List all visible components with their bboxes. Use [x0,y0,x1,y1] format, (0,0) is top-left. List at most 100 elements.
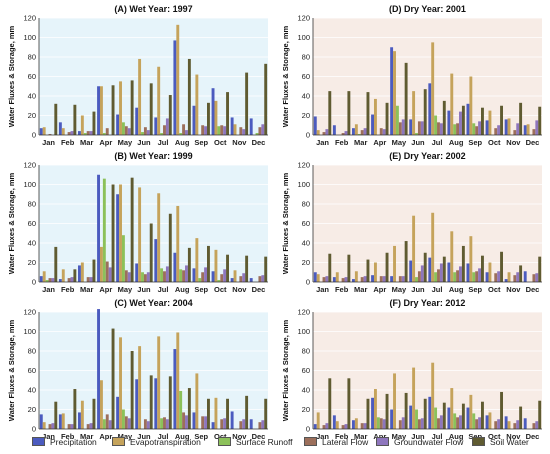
y-tick-label: 80 [302,53,310,62]
bar-soil-water [328,378,332,429]
x-tick-label: Feb [335,432,349,441]
y-tick-label: 0 [306,425,310,434]
y-tick-label: 40 [302,239,310,248]
bar-groundwater-flow [325,423,329,429]
panel-2: 0 20 40 60 80 100 120 Jan Feb Mar Apr May Jun Jul Aug S… [281,4,542,147]
x-tick-label: Mar [354,432,367,441]
bar-soil-water [347,91,351,135]
bar-evapotranspiration [176,332,180,429]
x-tick-label: Jul [432,285,443,294]
bar-soil-water [328,253,332,282]
x-tick-label: Feb [61,432,75,441]
panel-3: 0 20 40 60 80 100 120 Jan Feb Mar Apr May Jun Jul Aug S… [7,151,268,294]
bar-precipitation [116,194,120,282]
y-tick-label: 40 [28,386,36,395]
bar-soil-water [73,389,77,429]
y-axis-label: Water Fluxes & Storage, mm [7,319,16,421]
bar-soil-water [442,256,446,282]
bar-evapotranspiration [119,337,122,429]
bar-groundwater-flow [242,129,246,135]
x-tick-label: Feb [61,285,75,294]
bar-evapotranspiration [80,115,84,135]
bar-soil-water [366,398,370,429]
y-tick-label: 100 [297,33,310,42]
bar-soil-water [92,398,96,429]
bar-precipitation [466,263,470,282]
bar-groundwater-flow [401,119,405,135]
bar-groundwater-flow [108,420,112,429]
bar-lateral-flow [105,414,109,429]
y-tick-label: 100 [297,327,310,336]
bar-evapotranspiration [176,205,180,282]
bar-precipitation [78,412,81,429]
bar-soil-water [73,269,77,282]
bar-evapotranspiration [157,193,161,282]
bar-lateral-flow [398,420,402,429]
bar-soil-water [481,107,484,135]
bar-soil-water [385,252,389,282]
bar-evapotranspiration [119,184,122,282]
bar-groundwater-flow [363,276,367,282]
bar-surface-runoff [179,390,183,429]
bar-lateral-flow [322,425,326,429]
bar-groundwater-flow [439,415,443,429]
bar-lateral-flow [417,419,421,429]
x-tick-label: Apr [373,432,386,441]
bar-groundwater-flow [478,417,482,429]
bar-surface-runoff [434,272,438,282]
bar-evapotranspiration [42,127,46,135]
bar-lateral-flow [379,128,383,135]
x-tick-label: Oct [488,138,501,147]
bar-surface-runoff [395,105,399,135]
x-tick-label: Nov [232,285,247,294]
x-tick-label: Feb [335,285,349,294]
bar-lateral-flow [494,273,498,282]
bar-groundwater-flow [344,131,348,135]
bar-precipitation [39,128,43,135]
legend-label-lateral-flow: Lateral Flow [322,437,369,447]
bar-soil-water [73,104,77,135]
bar-precipitation [230,278,234,282]
bar-precipitation [504,279,508,282]
bar-soil-water [111,85,115,135]
y-tick-label: 80 [28,53,36,62]
bar-lateral-flow [341,133,345,135]
x-tick-label: Jun [411,285,425,294]
y-tick-label: 60 [302,72,310,81]
bar-precipitation [135,379,139,429]
bar-precipitation [39,276,43,282]
x-tick-label: Sep [468,432,482,441]
bar-precipitation [371,114,374,135]
x-tick-label: Mar [80,285,93,294]
bar-lateral-flow [124,270,128,282]
x-tick-label: Aug [449,138,464,147]
y-tick-label: 120 [297,161,310,170]
panel-title: (C) Wet Year: 2004 [114,298,192,308]
x-tick-label: Jul [432,432,443,441]
bar-soil-water [168,95,172,135]
bar-groundwater-flow [223,126,227,135]
bar-lateral-flow [437,122,440,135]
bar-soil-water [168,376,172,429]
bar-precipitation [428,257,432,282]
bar-lateral-flow [494,128,498,135]
bar-evapotranspiration [412,91,416,135]
bar-precipitation [332,277,336,282]
bar-surface-runoff [160,268,164,282]
bar-evapotranspiration [469,236,473,282]
bar-evapotranspiration [316,274,320,282]
bar-groundwater-flow [89,277,93,282]
bar-lateral-flow [143,127,147,135]
legend-label-soil-water: Soil Water [490,437,529,447]
bar-lateral-flow [201,416,205,429]
bar-groundwater-flow [459,266,462,282]
x-tick-label: Aug [449,432,464,441]
bar-precipitation [523,418,527,429]
bar-groundwater-flow [401,276,405,282]
legend-label-precipitation: Precipitation [50,437,97,447]
bar-groundwater-flow [261,275,265,282]
bar-groundwater-flow [459,111,462,135]
x-tick-label: Aug [175,285,190,294]
bar-lateral-flow [239,276,243,282]
x-tick-label: Oct [214,138,227,147]
